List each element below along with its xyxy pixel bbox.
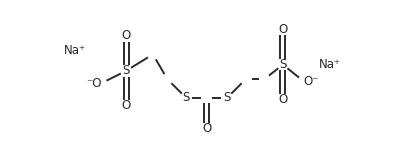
Text: O⁻: O⁻ bbox=[303, 75, 319, 88]
Text: O: O bbox=[278, 23, 288, 36]
Text: S: S bbox=[182, 91, 190, 104]
Text: O: O bbox=[278, 93, 288, 106]
Text: O: O bbox=[121, 29, 131, 42]
Text: O: O bbox=[121, 99, 131, 112]
Text: Na⁺: Na⁺ bbox=[319, 58, 342, 71]
Text: S: S bbox=[122, 64, 130, 77]
Text: S: S bbox=[223, 91, 231, 104]
Text: S: S bbox=[279, 58, 287, 71]
Text: ⁻O: ⁻O bbox=[86, 77, 101, 90]
Text: Na⁺: Na⁺ bbox=[63, 44, 85, 57]
Text: O: O bbox=[202, 122, 211, 135]
